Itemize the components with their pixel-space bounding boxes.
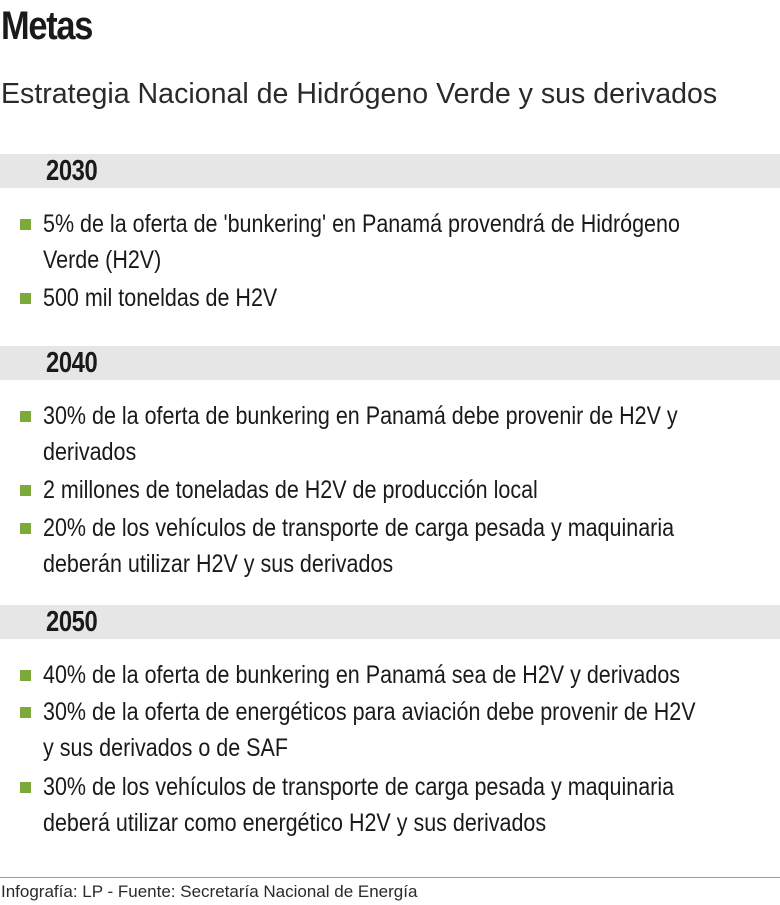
item-text-line: derivados — [43, 438, 137, 466]
item-text-line: 20% de los vehículos de transporte de ca… — [43, 514, 675, 542]
square-bullet-icon — [20, 707, 31, 718]
item-text-line: Verde (H2V) — [43, 246, 162, 274]
square-bullet-icon — [20, 670, 31, 681]
page-title: Metas — [1, 4, 93, 48]
item-text-line: 30% de la oferta de energéticos para avi… — [43, 698, 696, 726]
year-label: 2050 — [46, 606, 98, 638]
item-text-line: 5% de la oferta de 'bunkering' en Panamá… — [43, 210, 680, 238]
year-label: 2040 — [46, 347, 98, 379]
year-label: 2030 — [46, 155, 98, 187]
item-text-line: 30% de los vehículos de transporte de ca… — [43, 773, 675, 801]
item-text-line: deberán utilizar H2V y sus derivados — [43, 550, 394, 578]
square-bullet-icon — [20, 219, 31, 230]
square-bullet-icon — [20, 411, 31, 422]
year-bar: 2040 — [0, 346, 780, 380]
item-text-line: 40% de la oferta de bunkering en Panamá … — [43, 661, 681, 689]
footer-divider — [0, 877, 780, 878]
item-text-line: 2 millones de toneladas de H2V de produc… — [43, 476, 538, 504]
square-bullet-icon — [20, 782, 31, 793]
item-text-line: 500 mil toneldas de H2V — [43, 284, 278, 312]
square-bullet-icon — [20, 485, 31, 496]
footer-credit: Infografía: LP - Fuente: Secretaría Naci… — [1, 882, 418, 901]
year-bar: 2050 — [0, 605, 780, 639]
item-text-line: deberá utilizar como energético H2V y su… — [43, 809, 547, 837]
year-bar: 2030 — [0, 154, 780, 188]
page-subtitle: Estrategia Nacional de Hidrógeno Verde y… — [1, 78, 718, 110]
item-text-line: y sus derivados o de SAF — [43, 734, 288, 762]
item-text-line: 30% de la oferta de bunkering en Panamá … — [43, 402, 678, 430]
square-bullet-icon — [20, 293, 31, 304]
square-bullet-icon — [20, 523, 31, 534]
